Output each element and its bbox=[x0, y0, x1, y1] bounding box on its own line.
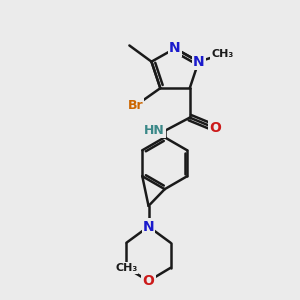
Text: Br: Br bbox=[128, 99, 143, 112]
Text: N: N bbox=[143, 220, 154, 234]
Text: N: N bbox=[193, 55, 204, 69]
Text: O: O bbox=[209, 121, 221, 135]
Text: CH₃: CH₃ bbox=[211, 49, 233, 59]
Text: CH₃: CH₃ bbox=[115, 263, 138, 273]
Text: O: O bbox=[142, 274, 154, 288]
Text: HN: HN bbox=[144, 124, 165, 137]
Text: N: N bbox=[169, 41, 181, 56]
